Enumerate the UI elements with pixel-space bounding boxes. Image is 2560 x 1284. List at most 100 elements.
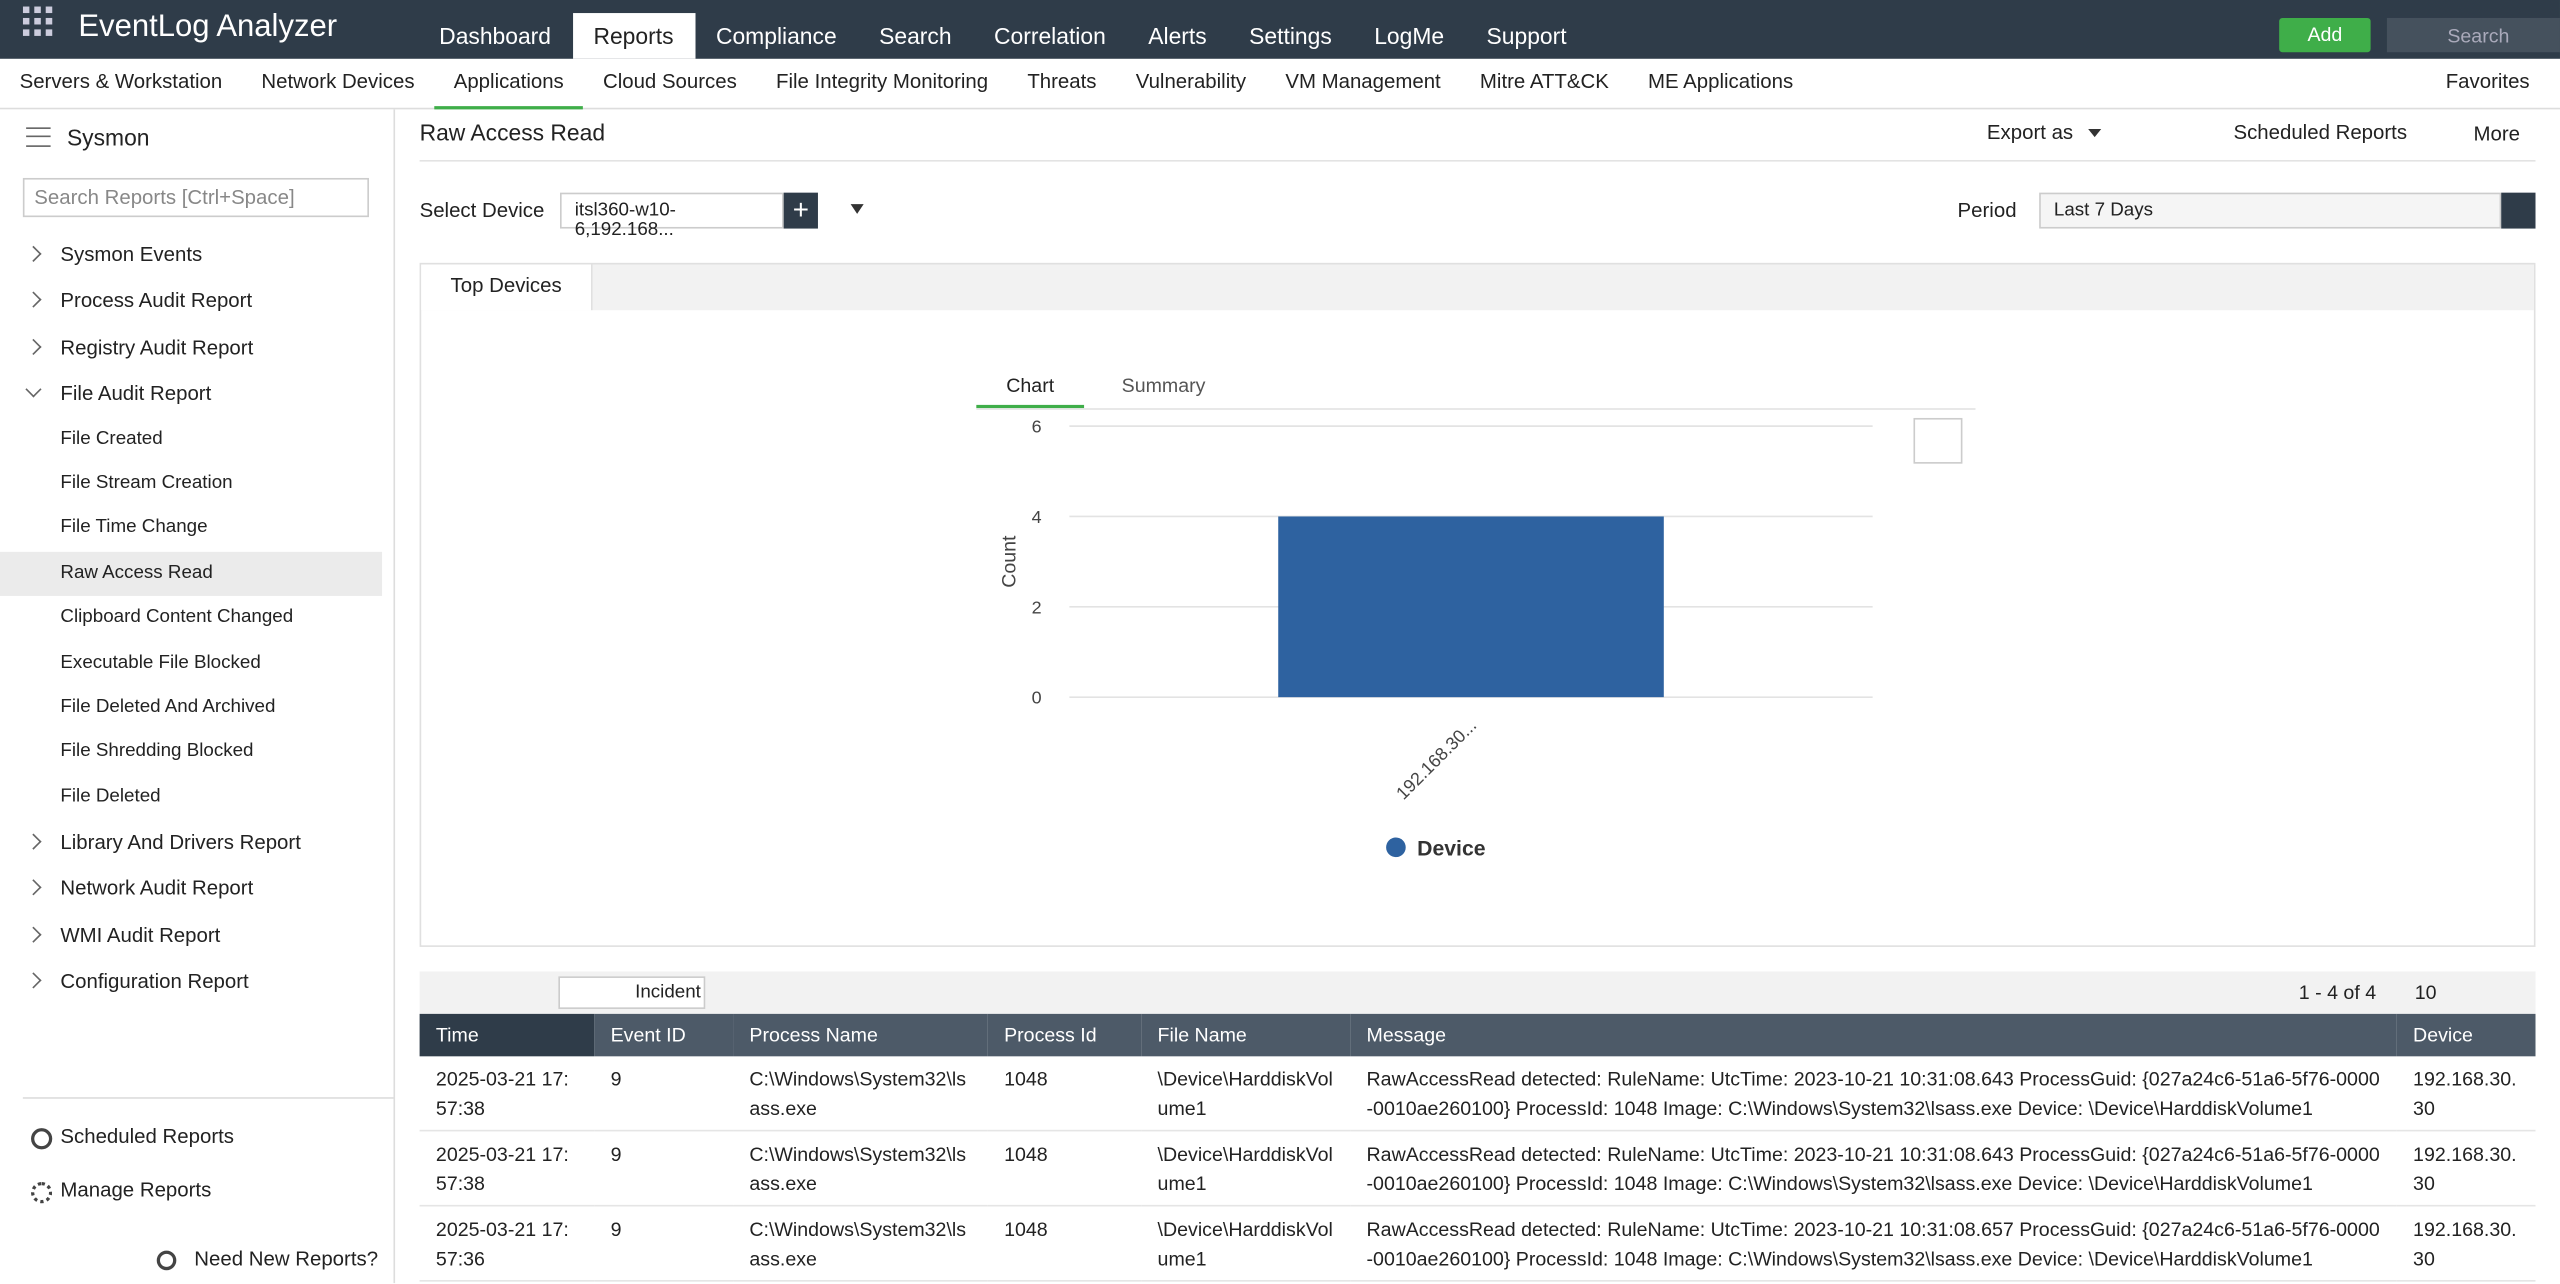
- table-cell: \Device\HarddiskVolume1: [1141, 1056, 1351, 1132]
- table-cell: 1048: [987, 1130, 1142, 1207]
- global-search[interactable]: Search: [2386, 17, 2560, 53]
- divider: [419, 159, 2536, 162]
- tree-group[interactable]: Network Audit Report: [0, 866, 382, 912]
- x-tick-label: 192.168.30...: [1392, 715, 1480, 803]
- menu-item[interactable]: Alerts: [1148, 22, 1207, 49]
- sub-nav-item[interactable]: Servers & Workstation: [19, 70, 223, 94]
- main-menu: Dashboard Reports Compliance Search Correlat…: [418, 13, 1588, 59]
- hamburger-icon[interactable]: [26, 127, 51, 147]
- column-header[interactable]: Message: [1350, 1013, 2397, 1057]
- menu-item[interactable]: Correlation: [994, 22, 1106, 49]
- sub-nav-item[interactable]: Mitre ATT&CK: [1479, 70, 1609, 94]
- tree-item[interactable]: File Deleted: [60, 786, 161, 807]
- sub-nav-item[interactable]: Threats: [1027, 70, 1097, 94]
- table-cell: \Device\HarddiskVolume1: [1141, 1130, 1351, 1207]
- more-button[interactable]: More: [2473, 122, 2520, 146]
- table-row: 2025-03-21 17:57:38 9 C:\Windows\System32\…: [419, 1056, 2536, 1132]
- menu-item[interactable]: Compliance: [715, 22, 837, 49]
- page-size[interactable]: 10: [2414, 981, 2437, 1005]
- export-menu[interactable]: Export as: [1986, 120, 2074, 144]
- logo[interactable]: EventLog Analyzer: [78, 9, 338, 45]
- filter-icon[interactable]: [850, 204, 864, 220]
- tree-group[interactable]: File Audit Report: [0, 371, 382, 417]
- column-header[interactable]: Time: [419, 1013, 595, 1057]
- chart-panel: Top Devices: [419, 262, 2536, 947]
- scheduled-reports-button[interactable]: Scheduled Reports: [2233, 120, 2408, 144]
- tree-group[interactable]: WMI Audit Report: [0, 912, 382, 958]
- menu-item[interactable]: Support: [1486, 22, 1567, 49]
- table-row: 2025-03-21 17:57:36 9 C:\Windows\System32\…: [419, 1205, 2536, 1282]
- tree-item[interactable]: File Time Change: [60, 518, 208, 538]
- legend-marker[interactable]: [1386, 837, 1406, 858]
- y-tick-label: 2: [1032, 597, 1042, 617]
- sub-nav-item[interactable]: Network Devices: [261, 70, 415, 94]
- report-tree: Sysmon Events Process Audit Report Registr…: [0, 232, 383, 1005]
- gear-icon: [31, 1182, 53, 1204]
- chart-menu-button[interactable]: [1913, 417, 1963, 464]
- favorites[interactable]: Favorites: [2445, 70, 2530, 94]
- tree-item[interactable]: Clipboard Content Changed: [60, 607, 294, 628]
- hamburger-icon: [26, 135, 51, 138]
- legend-label[interactable]: Device: [1417, 838, 1486, 861]
- tree-group[interactable]: Sysmon Events: [0, 232, 382, 278]
- tree-item[interactable]: Executable File Blocked: [60, 652, 261, 672]
- bar: [1278, 516, 1664, 698]
- period-label: Period: [1957, 199, 2017, 223]
- scheduled-reports-link[interactable]: Scheduled Reports: [60, 1124, 235, 1148]
- sidebar-title: Sysmon: [66, 124, 150, 151]
- table-cell: 2025-03-21 17:57:36: [419, 1205, 595, 1282]
- table-cell: 9: [594, 1205, 734, 1282]
- tree-item[interactable]: File Deleted And Archived: [60, 696, 276, 717]
- tree-group[interactable]: Registry Audit Report: [0, 325, 382, 371]
- chevron-icon: [25, 338, 42, 355]
- tree-group[interactable]: Library And Drivers Report: [0, 820, 382, 866]
- calendar-icon[interactable]: [2501, 192, 2536, 229]
- need-new-reports[interactable]: Need New Reports?: [194, 1247, 379, 1271]
- menu-item[interactable]: Dashboard: [439, 22, 552, 49]
- add-device-icon[interactable]: +: [783, 192, 818, 229]
- sub-nav-item[interactable]: Cloud Sources: [602, 70, 737, 94]
- menu-item[interactable]: Settings: [1249, 22, 1332, 49]
- chevron-icon: [25, 245, 42, 262]
- panel-tab[interactable]: Top Devices: [421, 264, 593, 311]
- sub-nav-item[interactable]: ME Applications: [1648, 70, 1794, 94]
- add-button[interactable]: Add: [2279, 17, 2371, 53]
- tree-group[interactable]: Process Audit Report: [0, 278, 382, 324]
- chevron-icon: [25, 926, 42, 943]
- sub-nav-item[interactable]: VM Management: [1285, 70, 1441, 94]
- period-select[interactable]: Last 7 Days: [2039, 192, 2502, 229]
- incident-button[interactable]: Incident: [558, 976, 706, 1009]
- tree-group[interactable]: Configuration Report: [0, 959, 382, 1005]
- column-header[interactable]: File Name: [1141, 1013, 1351, 1057]
- column-header[interactable]: Process Id: [987, 1013, 1142, 1057]
- table-cell: 1048: [987, 1205, 1142, 1282]
- chart-tab[interactable]: Chart: [976, 374, 1085, 409]
- menu-item[interactable]: LogMe: [1374, 22, 1445, 49]
- report-title: Raw Access Read: [419, 119, 606, 146]
- table-cell: 9: [594, 1056, 734, 1132]
- device-select[interactable]: itsl360-w10-6,192.168...: [559, 192, 784, 240]
- column-header[interactable]: Event ID: [594, 1013, 734, 1057]
- column-header[interactable]: Process Name: [733, 1013, 988, 1057]
- table-cell: RawAccessRead detected: RuleName: UtcTim…: [1350, 1130, 2397, 1207]
- manage-reports-link[interactable]: Manage Reports: [60, 1178, 212, 1202]
- tree-item[interactable]: Raw Access Read: [0, 551, 383, 597]
- tree-item[interactable]: File Stream Creation: [60, 473, 233, 493]
- tree-item[interactable]: File Created: [60, 428, 163, 449]
- tree-item[interactable]: File Shredding Blocked: [60, 741, 254, 762]
- menu-item[interactable]: Search: [879, 22, 952, 49]
- menu-item[interactable]: Reports: [572, 13, 695, 59]
- table-cell: 192.168.30.30: [2396, 1056, 2536, 1132]
- sub-nav-item[interactable]: File Integrity Monitoring: [776, 70, 989, 94]
- table-cell: RawAccessRead detected: RuleName: UtcTim…: [1350, 1056, 2397, 1132]
- column-header[interactable]: Device: [2396, 1013, 2536, 1057]
- summary-tab[interactable]: Summary: [1121, 373, 1206, 397]
- apps-icon[interactable]: [22, 6, 56, 40]
- sub-nav-item[interactable]: Vulnerability: [1135, 70, 1247, 94]
- clock-icon: [31, 1128, 53, 1150]
- sub-nav-item[interactable]: Applications: [434, 59, 584, 110]
- pagination: 1 - 4 of 4: [2298, 981, 2377, 1005]
- sidebar: Sysmon Search Reports [Ctrl+Space] Sysmo…: [0, 109, 396, 1284]
- report-search[interactable]: Search Reports [Ctrl+Space]: [22, 177, 369, 218]
